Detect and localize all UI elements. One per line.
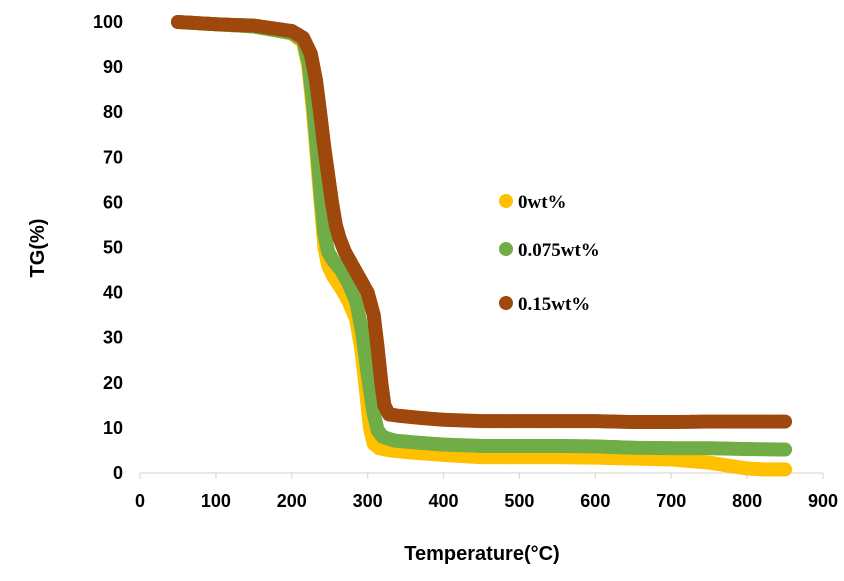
legend-marker bbox=[499, 296, 513, 310]
y-tick-label: 40 bbox=[103, 283, 123, 303]
series-0wt% bbox=[170, 15, 793, 477]
y-tick-label: 90 bbox=[103, 57, 123, 77]
legend-label: 0.15wt% bbox=[518, 294, 590, 315]
legend-marker bbox=[499, 194, 513, 208]
y-tick-label: 70 bbox=[103, 147, 123, 167]
legend-marker bbox=[499, 242, 513, 256]
x-tick-label: 500 bbox=[504, 491, 534, 511]
y-tick-label: 60 bbox=[103, 192, 123, 212]
y-tick-label: 100 bbox=[93, 12, 123, 32]
x-tick-label: 100 bbox=[201, 491, 231, 511]
legend-label: 0wt% bbox=[518, 192, 567, 213]
legend: 0wt% 0.075wt% 0.15wt% bbox=[499, 192, 600, 315]
data-point bbox=[778, 442, 793, 457]
y-tick-label: 80 bbox=[103, 102, 123, 122]
series-0.15wt% bbox=[170, 15, 793, 430]
y-axis: 0 10 20 30 40 50 60 70 80 90 100 bbox=[93, 12, 123, 483]
y-axis-title: TG(%) bbox=[27, 219, 49, 278]
y-tick-label: 10 bbox=[103, 418, 123, 438]
x-tick-label: 700 bbox=[656, 491, 686, 511]
x-tick-label: 300 bbox=[353, 491, 383, 511]
x-tick-label: 200 bbox=[277, 491, 307, 511]
x-tick-label: 900 bbox=[808, 491, 838, 511]
data-point bbox=[778, 414, 793, 429]
legend-label: 0.075wt% bbox=[518, 240, 600, 261]
data-point bbox=[778, 462, 793, 477]
y-tick-label: 30 bbox=[103, 328, 123, 348]
x-axis: 0 100 200 300 400 500 600 700 800 900 bbox=[135, 472, 838, 511]
series-0.075wt% bbox=[170, 15, 793, 457]
y-tick-label: 0 bbox=[113, 463, 123, 483]
plot-area bbox=[170, 15, 793, 477]
x-tick-label: 0 bbox=[135, 491, 145, 511]
y-tick-label: 20 bbox=[103, 373, 123, 393]
y-tick-label: 50 bbox=[103, 238, 123, 258]
x-axis-title: Temperature(°C) bbox=[404, 543, 559, 565]
x-tick-label: 400 bbox=[429, 491, 459, 511]
x-tick-label: 600 bbox=[580, 491, 610, 511]
x-tick-label: 800 bbox=[732, 491, 762, 511]
